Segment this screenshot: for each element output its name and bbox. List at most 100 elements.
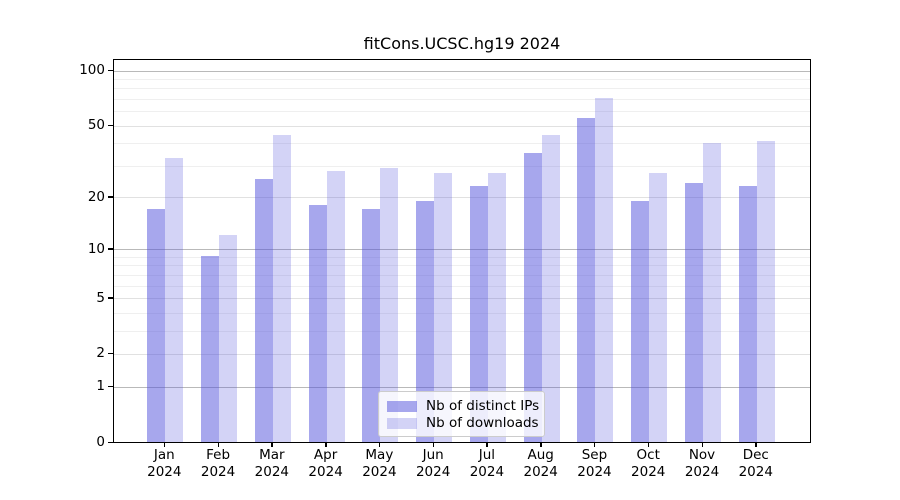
gridline-80 — [114, 88, 810, 90]
x-tick-label-dec: Dec 2024 — [726, 447, 786, 480]
x-tick-month: Jan — [153, 447, 175, 463]
bar-downloads-aug — [541, 135, 560, 442]
x-tick-month: Nov — [688, 447, 716, 463]
gridline-30 — [114, 165, 810, 167]
x-tick-mark-may — [378, 442, 381, 447]
bar-ips-dec — [738, 185, 757, 442]
bar-ips-apr — [308, 204, 327, 442]
x-tick-mark-dec — [755, 442, 757, 447]
x-tick-mark-jun — [432, 442, 435, 447]
bar-ips-may — [362, 209, 381, 442]
x-tick-month: Mar — [259, 447, 285, 463]
bar-downloads-feb — [219, 235, 238, 442]
legend-label-distinct-ips: Nb of distinct IPs — [426, 398, 540, 414]
x-tick-mark-sep — [593, 442, 596, 447]
gridline-3 — [114, 330, 810, 332]
y-tick-label-20: 20 — [87, 188, 105, 205]
x-tick-month: Oct — [636, 447, 660, 463]
gridline-20 — [114, 197, 810, 199]
x-tick-year: 2024 — [308, 463, 343, 480]
x-tick-year: 2024 — [254, 463, 289, 480]
bar-downloads-dec — [756, 140, 775, 442]
gridline-1 — [114, 386, 810, 388]
x-tick-year: 2024 — [738, 463, 773, 480]
x-tick-month: Apr — [313, 447, 338, 463]
y-tick-mark-0 — [108, 441, 113, 443]
legend-swatch-distinct-ips — [387, 401, 417, 412]
gridline-8 — [114, 265, 810, 267]
gridline-2 — [114, 353, 810, 355]
legend: Nb of distinct IPs Nb of downloads — [378, 391, 545, 437]
bar-ips-feb — [201, 256, 220, 442]
bar-ips-jan — [147, 209, 166, 442]
y-tick-mark-100 — [108, 69, 113, 71]
chart-title: fitCons.UCSC.hg19 2024 — [363, 34, 561, 53]
gridline-60 — [114, 111, 810, 113]
x-tick-year: 2024 — [577, 463, 612, 480]
legend-swatch-downloads — [387, 418, 417, 429]
bar-downloads-jun — [434, 173, 453, 442]
x-tick-mark-mar — [271, 442, 273, 447]
x-tick-month: Sep — [581, 447, 608, 463]
x-tick-label-jan: Jan 2024 — [134, 447, 194, 480]
bar-ips-jul — [469, 185, 488, 442]
gridline-4 — [114, 312, 810, 314]
bar-ips-oct — [631, 200, 650, 442]
bar-downloads-may — [380, 167, 399, 442]
gridline-40 — [114, 143, 810, 145]
x-tick-month: May — [365, 447, 394, 463]
x-tick-year: 2024 — [415, 463, 451, 480]
x-tick-mark-feb — [217, 442, 220, 447]
y-tick-mark-20 — [108, 196, 113, 198]
bar-ips-mar — [254, 179, 273, 442]
bar-downloads-apr — [326, 170, 345, 442]
y-tick-label-10: 10 — [87, 240, 105, 257]
y-tick-mark-50 — [108, 124, 113, 127]
x-tick-year: 2024 — [523, 463, 558, 480]
x-tick-year: 2024 — [469, 463, 505, 480]
gridline-10 — [114, 249, 810, 251]
x-tick-month: Jun — [422, 447, 444, 463]
bar-downloads-jan — [165, 157, 184, 442]
y-tick-label-50: 50 — [87, 117, 105, 134]
bar-ips-sep — [577, 117, 596, 442]
x-tick-month: Feb — [206, 447, 231, 463]
x-tick-mark-aug — [540, 442, 542, 447]
y-tick-mark-10 — [108, 248, 113, 250]
bar-downloads-sep — [595, 98, 614, 442]
bar-downloads-oct — [649, 173, 668, 442]
y-tick-label-5: 5 — [96, 289, 105, 306]
gridline-90 — [114, 78, 810, 80]
y-tick-mark-1 — [108, 385, 113, 388]
bar-ips-aug — [523, 153, 542, 442]
x-tick-label-jul: Jul 2024 — [457, 447, 517, 480]
y-tick-mark-5 — [108, 297, 113, 299]
x-tick-label-nov: Nov 2024 — [672, 447, 732, 480]
x-tick-label-may: May 2024 — [349, 447, 409, 480]
x-tick-label-apr: Apr 2024 — [296, 447, 356, 480]
x-tick-label-aug: Aug 2024 — [511, 447, 571, 480]
legend-item-downloads: Nb of downloads — [387, 415, 539, 432]
x-tick-month: Aug — [527, 447, 554, 463]
x-tick-label-feb: Feb 2024 — [188, 447, 248, 480]
x-tick-year: 2024 — [631, 463, 666, 480]
x-tick-year: 2024 — [200, 463, 236, 480]
y-tick-label-0: 0 — [96, 434, 105, 450]
x-tick-year: 2024 — [147, 463, 182, 480]
bar-downloads-jul — [487, 173, 506, 442]
gridline-5 — [114, 298, 810, 300]
x-tick-year: 2024 — [684, 463, 720, 480]
x-tick-mark-apr — [325, 442, 327, 447]
gridline-100 — [114, 70, 810, 72]
x-tick-mark-jul — [486, 442, 488, 447]
x-tick-mark-oct — [647, 442, 650, 447]
bar-downloads-mar — [272, 135, 291, 442]
y-tick-mark-2 — [108, 352, 113, 355]
gridline-9 — [114, 256, 810, 258]
legend-item-distinct-ips: Nb of distinct IPs — [387, 398, 540, 415]
x-tick-mark-jan — [163, 442, 166, 447]
gridline-7 — [114, 274, 810, 276]
x-tick-month: Dec — [742, 447, 769, 463]
y-tick-label-1: 1 — [96, 378, 105, 395]
x-tick-month: Jul — [478, 447, 496, 463]
